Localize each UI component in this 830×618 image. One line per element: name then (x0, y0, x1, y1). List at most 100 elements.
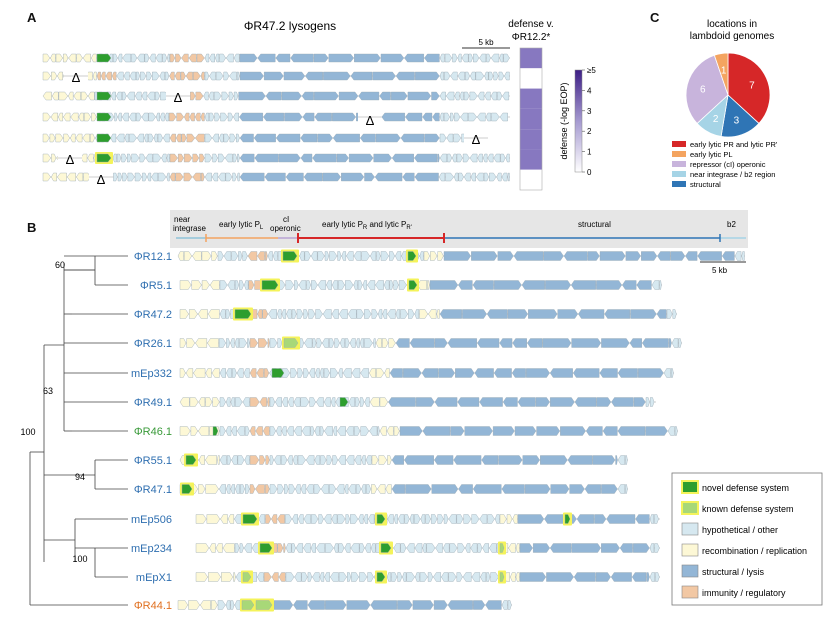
hypothetical-gene (655, 572, 660, 582)
hypothetical-gene (144, 133, 149, 143)
hypothetical-gene (625, 484, 628, 494)
hypothetical-gene (301, 572, 308, 582)
hypothetical-gene (468, 112, 477, 122)
hypothetical-gene (320, 484, 329, 494)
hypothetical-gene (223, 71, 230, 81)
hypothetical-gene (443, 112, 450, 122)
region-structural: structural (578, 220, 611, 229)
hypothetical-gene (164, 112, 169, 122)
hypothetical-gene (277, 338, 283, 348)
hypothetical-gene (351, 572, 360, 582)
immunity-gene (96, 71, 101, 81)
hypothetical-gene (203, 91, 209, 101)
hypothetical-gene (345, 280, 354, 290)
hypothetical-gene (236, 71, 240, 81)
heat-cell (520, 88, 542, 109)
hypothetical-gene (452, 153, 457, 163)
phage-row: ΦR26.1 (134, 336, 682, 350)
hypothetical-gene (291, 543, 296, 553)
hypothetical-gene (268, 309, 277, 319)
hypothetical-gene (117, 53, 123, 63)
structural-gene (535, 397, 550, 407)
hypothetical-gene (229, 71, 237, 81)
structural-gene (532, 543, 550, 553)
structural-gene (610, 572, 632, 582)
novel-defense-gene (408, 280, 418, 290)
structural-gene (486, 309, 508, 319)
immunity-gene (194, 112, 201, 122)
hypothetical-gene (323, 397, 331, 407)
hypothetical-gene (462, 153, 470, 163)
immunity-gene (114, 112, 118, 122)
hypothetical-gene (297, 455, 306, 465)
hypothetical-gene (232, 368, 237, 378)
recombination-gene (184, 251, 193, 261)
hypothetical-gene (671, 368, 674, 378)
hypothetical-gene (332, 280, 338, 290)
heat-cell (520, 48, 542, 69)
structural-gene (395, 71, 415, 81)
lysogen-row: Δ (42, 112, 510, 128)
immunity-gene (259, 397, 267, 407)
hypothetical-gene (449, 543, 458, 553)
hypothetical-gene (232, 153, 238, 163)
hypothetical-gene (482, 543, 489, 553)
hypothetical-gene (493, 71, 499, 81)
hypothetical-gene (469, 153, 478, 163)
recombination-gene (205, 368, 212, 378)
hypothetical-gene (439, 112, 444, 122)
structural-gene (438, 368, 455, 378)
structural-gene (543, 251, 564, 261)
hypothetical-gene (147, 172, 152, 182)
hypothetical-gene (312, 572, 320, 582)
immunity-gene (196, 53, 205, 63)
hypothetical-gene (290, 368, 298, 378)
hypothetical-gene (285, 572, 295, 582)
hypothetical-gene (122, 53, 131, 63)
structural-gene (402, 368, 422, 378)
structural-gene (499, 338, 513, 348)
recombination-gene (207, 338, 219, 348)
hypothetical-gene (136, 112, 142, 122)
hypothetical-gene (315, 368, 320, 378)
hypothetical-gene (240, 484, 245, 494)
recombination-gene (201, 280, 210, 290)
recombination-gene (197, 309, 208, 319)
hypothetical-gene (501, 600, 508, 610)
immunity-gene (271, 514, 278, 524)
hypothetical-gene (476, 112, 486, 122)
hypothetical-gene (277, 484, 284, 494)
hypothetical-gene (359, 572, 368, 582)
hypothetical-gene (267, 251, 273, 261)
recombination-gene (198, 484, 206, 494)
hypothetical-gene (507, 600, 512, 610)
hypothetical-gene (480, 572, 487, 582)
hypothetical-gene (313, 484, 321, 494)
recombination-gene (227, 514, 235, 524)
structural-gene (573, 368, 600, 378)
pie-slice (713, 52, 729, 96)
hypothetical-gene (211, 172, 219, 182)
hypothetical-gene (226, 338, 231, 348)
recombination-gene (371, 455, 379, 465)
hypothetical-gene (351, 368, 361, 378)
structural-gene (273, 600, 294, 610)
structural-gene (263, 71, 284, 81)
structural-gene (685, 251, 698, 261)
hypothetical-gene (136, 71, 140, 81)
deletion-marker: Δ (174, 90, 183, 105)
hypothetical-gene (617, 484, 626, 494)
hypothetical-gene (134, 91, 142, 101)
hypothetical-gene (269, 484, 278, 494)
hypothetical-gene (214, 112, 221, 122)
hypothetical-gene (227, 112, 234, 122)
structural-gene (439, 309, 462, 319)
defense-title-line2: ΦR12.2* (512, 32, 551, 43)
pie-legend-swatch (672, 161, 686, 167)
pie-legend-label: repressor (cI) operonic (690, 160, 766, 169)
hypothetical-gene (238, 251, 243, 261)
hypothetical-gene (473, 53, 480, 63)
hypothetical-gene (457, 71, 465, 81)
immunity-gene (262, 309, 269, 319)
recombination-gene (385, 484, 392, 494)
